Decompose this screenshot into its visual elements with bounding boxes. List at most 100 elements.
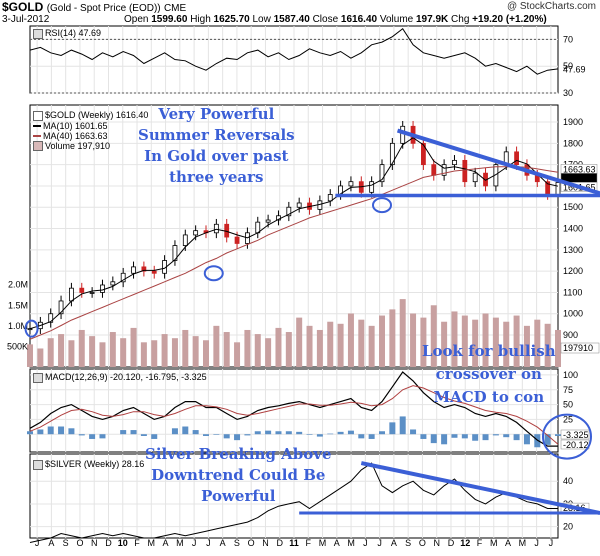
- volume-tick-label: 1.5M: [8, 300, 28, 310]
- x-tick-label: O: [248, 538, 255, 548]
- price-bar-body: [327, 194, 333, 202]
- price-bar-body: [472, 172, 478, 183]
- volume-bar: [275, 327, 282, 367]
- x-tick-label: N: [91, 538, 98, 548]
- volume-bar: [234, 342, 241, 367]
- macd-histogram-bar: [441, 434, 448, 445]
- volume-bar: [47, 338, 54, 367]
- volume-bar: [37, 348, 44, 367]
- price-bar-body: [514, 151, 519, 166]
- x-tick-label: O: [419, 538, 426, 548]
- macd-histogram-bar: [78, 434, 85, 436]
- chart-title: $GOLD (Gold - Spot Price (EOD)) CME: [2, 0, 186, 14]
- price-bar-body: [431, 164, 437, 176]
- macd-swatch: [33, 372, 43, 383]
- silver-legend: $SILVER (Weekly) 28.16: [33, 459, 144, 470]
- volume-bar: [244, 329, 251, 367]
- price-bar-body: [213, 223, 219, 234]
- x-tick-label: D: [105, 538, 112, 548]
- price-bar-body: [265, 219, 271, 223]
- macd-histogram-bar: [420, 434, 427, 439]
- volume-bar: [430, 305, 437, 367]
- price-last-label: 1616.40: [563, 173, 596, 183]
- macd-histogram-bar: [327, 433, 334, 435]
- macd-histogram-bar: [254, 431, 261, 435]
- x-tick-label: O: [76, 538, 83, 548]
- close-value: 1616.40: [340, 14, 378, 25]
- macd-histogram-bar: [27, 431, 33, 435]
- volume-bar: [451, 311, 458, 367]
- volume-bar: [337, 323, 344, 367]
- volume-bar: [109, 332, 116, 367]
- y-tick-label: 50: [563, 400, 573, 410]
- volume-bar: [368, 325, 375, 367]
- macd-last-label-box: [560, 429, 590, 440]
- price-bar-body: [48, 313, 54, 323]
- y-tick-label: 1300: [563, 245, 583, 255]
- rsi-swatch: [33, 28, 43, 39]
- y-tick-label: 1500: [563, 202, 583, 212]
- volume-bar: [316, 329, 323, 367]
- volume-tick-label: 2.0M: [8, 280, 28, 290]
- price-bar-body: [369, 181, 375, 193]
- macd-histogram-bar: [151, 434, 158, 439]
- x-tick-label: F: [134, 538, 140, 548]
- macd-histogram-bar: [544, 434, 551, 445]
- volume-swatch: [33, 141, 43, 152]
- macd-histogram-bar: [68, 428, 75, 435]
- volume-bar: [513, 315, 520, 367]
- macd-histogram-bar: [89, 434, 96, 439]
- volume-bar: [441, 321, 448, 367]
- x-tick-label: J: [377, 538, 382, 548]
- price-bar-body: [452, 159, 457, 166]
- x-tick-label: S: [405, 538, 411, 548]
- low-value: 1587.40: [273, 14, 310, 25]
- volume-bar: [223, 332, 230, 367]
- x-tick-label: M: [176, 538, 184, 548]
- y-tick-label: 20: [563, 522, 573, 532]
- x-tick-label: A: [391, 538, 397, 548]
- volume-bar: [130, 327, 137, 367]
- silver-downtrend-line: [360, 461, 600, 515]
- rsi-legend-text: RSI(14) 47.69: [45, 28, 102, 38]
- macd-histogram-bar: [389, 422, 396, 435]
- rsi-legend: RSI(14) 47.69: [33, 28, 101, 39]
- y-tick-label: 1100: [563, 287, 582, 297]
- open-value: 1599.60: [151, 14, 188, 25]
- macd-histogram-bar: [99, 434, 106, 439]
- macd-legend-text: MACD(12,26,9) -20.120, -16.795, -3.325: [45, 372, 207, 382]
- gold-reversal-circle: [372, 197, 392, 214]
- volume-bar: [203, 340, 209, 367]
- open-label: Open: [124, 14, 149, 25]
- volume-bar: [58, 334, 65, 367]
- volume-bar: [182, 329, 189, 367]
- x-tick-label: J: [363, 538, 368, 548]
- x-tick-label: N: [433, 538, 440, 548]
- macd-histogram-bar: [399, 416, 406, 435]
- silver-annotation-line: Powerful: [201, 487, 276, 505]
- volume-bar: [161, 334, 168, 367]
- y-tick-label: 1000: [563, 309, 583, 319]
- price-bar-body: [193, 230, 199, 236]
- volume-bar: [306, 325, 313, 367]
- high-value: 1625.70: [213, 14, 250, 25]
- price-bar-body: [69, 287, 74, 302]
- macd-histogram-bar: [285, 431, 292, 435]
- price-bar-body: [89, 292, 95, 294]
- price-bar-body: [151, 270, 157, 274]
- x-tick-label: A: [48, 538, 54, 548]
- gold-annotation: Very Powerful Summer Reversals In Gold o…: [138, 104, 295, 188]
- macd-signal-line: [29, 385, 559, 445]
- macd-histogram-bar: [130, 430, 137, 435]
- gold-annotation-line: Very Powerful: [158, 105, 275, 123]
- silver-line: [29, 462, 558, 543]
- price-bar-body: [234, 236, 240, 244]
- x-tick-label: M: [319, 538, 327, 548]
- volume-bar: [78, 329, 85, 367]
- symbol-label: $GOLD: [2, 0, 44, 14]
- macd-histogram-bar: [213, 434, 220, 435]
- chg-label: Chg: [451, 14, 470, 25]
- macd-histogram-bar: [461, 434, 468, 439]
- volume-bar: [213, 325, 220, 367]
